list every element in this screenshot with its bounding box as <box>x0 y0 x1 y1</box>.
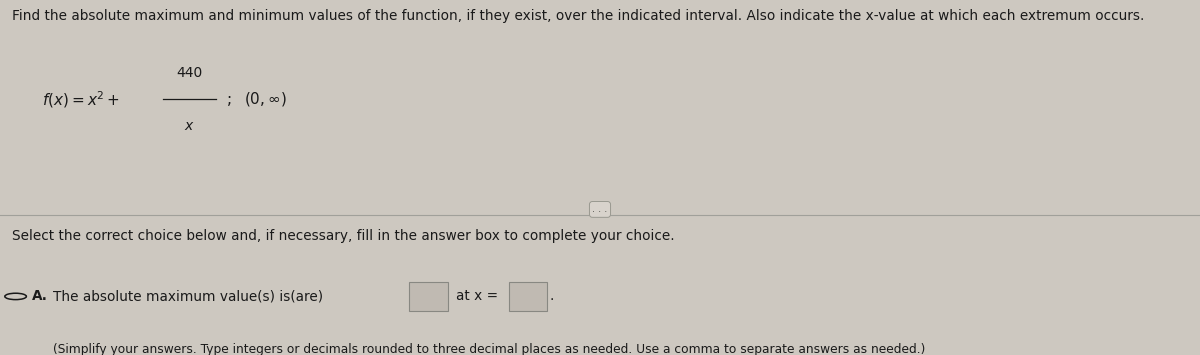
Text: $x$: $x$ <box>185 119 194 133</box>
Text: . . .: . . . <box>593 204 607 214</box>
Text: Select the correct choice below and, if necessary, fill in the answer box to com: Select the correct choice below and, if … <box>12 229 674 243</box>
Text: The absolute maximum value(s) is(are): The absolute maximum value(s) is(are) <box>53 289 323 304</box>
Text: $;\ \ (0,\infty)$: $;\ \ (0,\infty)$ <box>226 91 287 108</box>
Text: at x =: at x = <box>456 289 498 304</box>
Text: 440: 440 <box>176 66 203 80</box>
Text: A.: A. <box>32 289 48 304</box>
FancyBboxPatch shape <box>409 282 448 311</box>
FancyBboxPatch shape <box>509 282 547 311</box>
Text: .: . <box>550 289 554 304</box>
Text: (Simplify your answers. Type integers or decimals rounded to three decimal place: (Simplify your answers. Type integers or… <box>53 343 925 355</box>
Text: Find the absolute maximum and minimum values of the function, if they exist, ove: Find the absolute maximum and minimum va… <box>12 9 1145 23</box>
Text: $f(x)=x^2+$: $f(x)=x^2+$ <box>42 89 120 110</box>
